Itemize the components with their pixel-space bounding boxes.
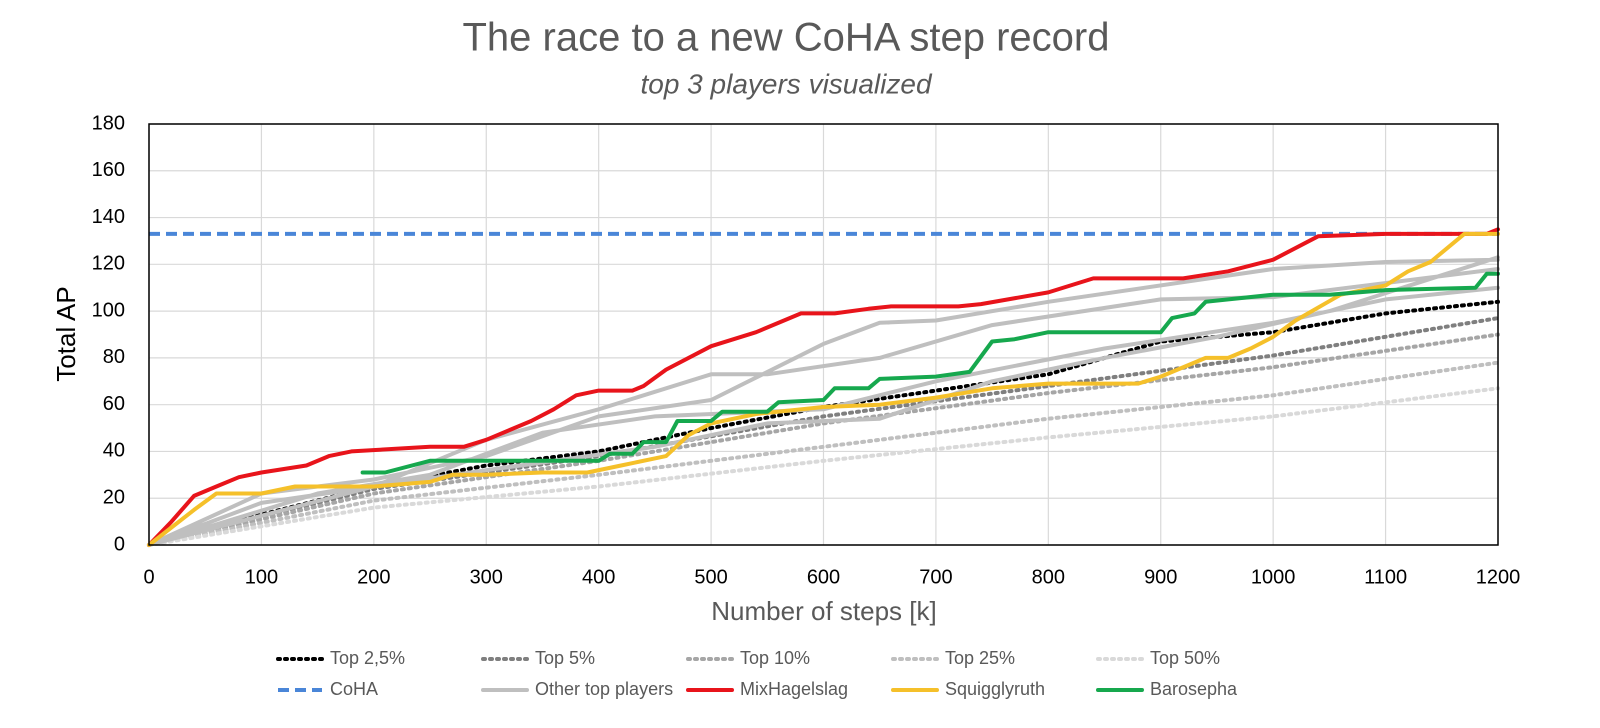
x-tick-label: 300	[470, 566, 503, 588]
plot-lines	[147, 227, 1500, 547]
legend: Top 2,5% Top 5% Top 10% Top 25% Top 50% CoHA O…	[276, 648, 1238, 699]
series-line	[147, 316, 1500, 547]
plot-border	[148, 123, 1499, 546]
legend-label: Top 50%	[1150, 648, 1220, 668]
x-tick-label: 1200	[1476, 566, 1521, 588]
series-line	[147, 231, 1500, 547]
x-tick-label: 1100	[1364, 566, 1407, 588]
y-tick-label: 120	[92, 253, 125, 275]
x-tick-label: 500	[694, 566, 727, 588]
legend-label: Top 25%	[945, 648, 1015, 668]
y-tick-label: 80	[103, 346, 125, 368]
y-axis-label: Total AP	[51, 286, 81, 381]
y-tick-label: 100	[92, 299, 125, 321]
chart-title: The race to a new CoHA step record	[463, 16, 1110, 60]
x-tick-label: 200	[357, 566, 390, 588]
legend-label: Other top players	[535, 679, 673, 699]
legend-label: Top 10%	[740, 648, 810, 668]
legend-label: Barosepha	[1150, 679, 1238, 699]
y-tick-label: 160	[92, 159, 125, 181]
x-tick-label: 700	[919, 566, 952, 588]
series-line	[147, 227, 1500, 547]
legend-label: Top 5%	[535, 648, 595, 668]
series-line	[147, 386, 1500, 547]
legend-label: Top 2,5%	[330, 648, 405, 668]
y-tick-label: 0	[114, 533, 125, 555]
x-tick-label: 0	[143, 566, 154, 588]
x-tick-label: 600	[807, 566, 840, 588]
series-line	[147, 255, 1500, 547]
x-tick-label: 400	[582, 566, 615, 588]
y-tick-label: 20	[103, 487, 125, 509]
series-line	[360, 271, 1500, 475]
legend-label: Squigglyruth	[945, 679, 1045, 699]
x-tick-label: 900	[1144, 566, 1177, 588]
y-tick-label: 140	[92, 206, 125, 228]
legend-label: CoHA	[330, 679, 378, 699]
chart-subtitle: top 3 players visualized	[640, 68, 932, 99]
series-line	[147, 332, 1500, 547]
series-line	[147, 360, 1500, 547]
x-axis-label: Number of steps [k]	[711, 596, 936, 626]
x-tick-label: 1000	[1251, 566, 1296, 588]
x-tick-label: 100	[245, 566, 278, 588]
x-tick-label: 800	[1032, 566, 1065, 588]
y-tick-label: 40	[103, 440, 125, 462]
y-tick-label: 60	[103, 393, 125, 415]
y-tick-label: 180	[92, 112, 125, 134]
legend-label: MixHagelslag	[740, 679, 848, 699]
